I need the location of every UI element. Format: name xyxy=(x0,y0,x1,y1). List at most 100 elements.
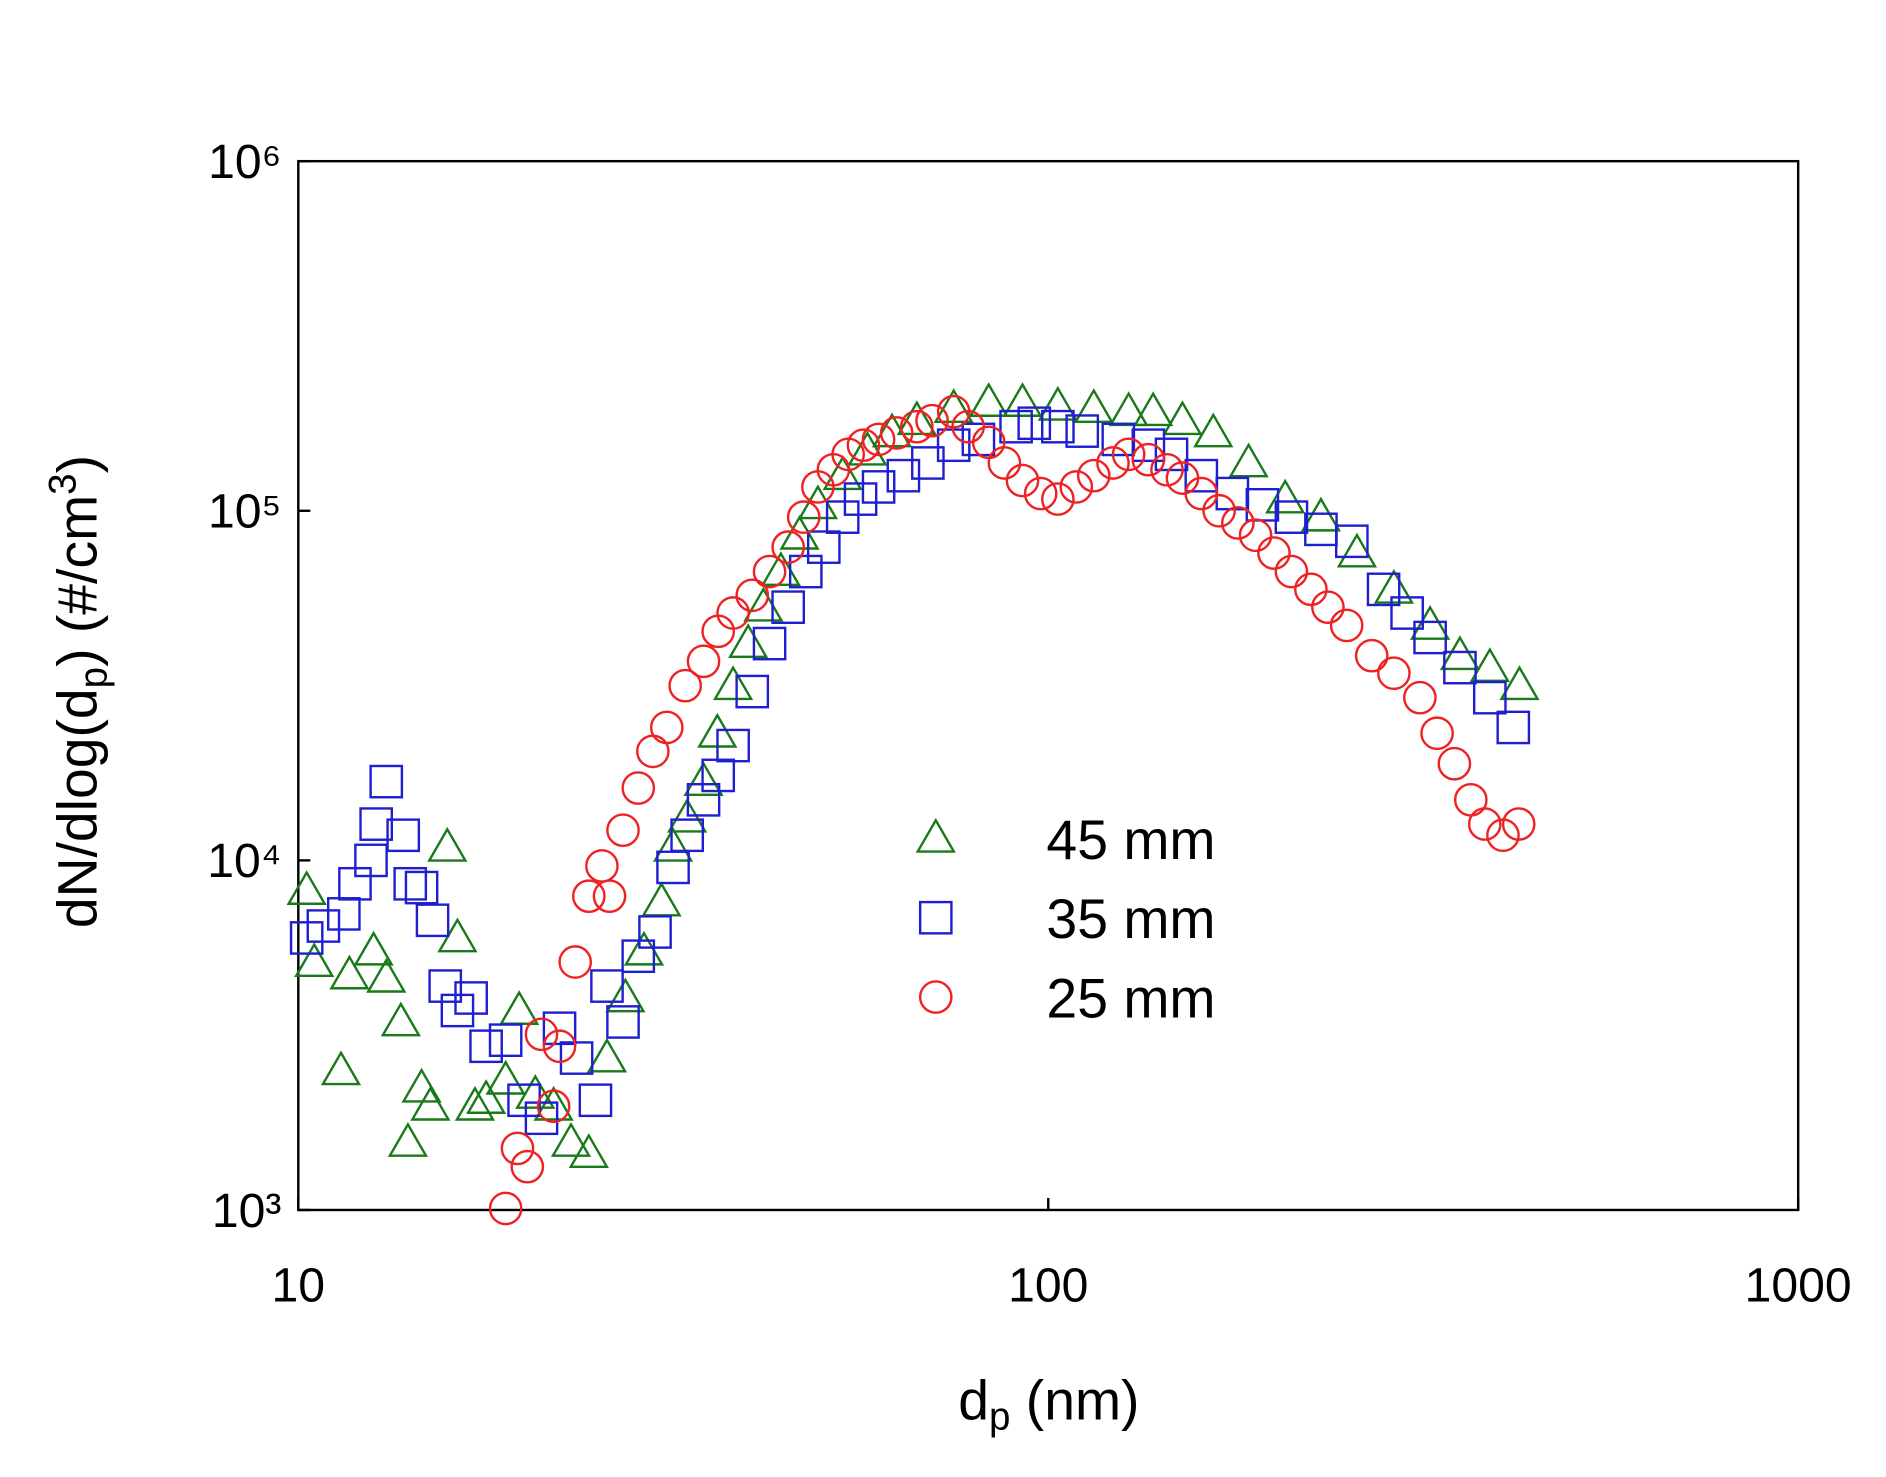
y-label-part: dN/dlog(d xyxy=(46,688,108,928)
marker xyxy=(1193,412,1234,448)
marker xyxy=(771,590,806,625)
marker xyxy=(879,416,914,450)
legend-marker xyxy=(918,900,953,935)
marker xyxy=(524,1017,559,1052)
marker xyxy=(735,674,770,709)
marker xyxy=(454,1085,496,1121)
marker xyxy=(886,458,921,493)
marker xyxy=(1221,506,1255,540)
marker xyxy=(465,1079,507,1114)
x-tick-label: 100 xyxy=(1008,1258,1088,1312)
marker xyxy=(1037,385,1078,421)
marker xyxy=(1023,476,1058,511)
marker xyxy=(606,813,640,848)
x-tick-label: 10 xyxy=(272,1258,326,1312)
marker xyxy=(558,945,593,979)
marker xyxy=(1472,680,1507,715)
marker xyxy=(1274,554,1309,589)
legend-label: 35 mm xyxy=(1046,888,1215,950)
marker xyxy=(1439,635,1481,671)
marker xyxy=(1073,388,1114,424)
marker xyxy=(656,850,690,885)
marker xyxy=(788,554,823,589)
marker xyxy=(1294,572,1328,607)
marker xyxy=(1420,716,1454,751)
marker xyxy=(716,728,750,763)
marker xyxy=(1059,470,1094,504)
marker xyxy=(1108,391,1149,427)
marker xyxy=(369,764,404,799)
marker xyxy=(428,969,463,1003)
y-tick-label: 10⁶ xyxy=(208,135,281,189)
marker xyxy=(649,710,684,745)
marker xyxy=(987,446,1022,480)
y-label-part: ) xyxy=(46,455,108,473)
x-label-sub: p xyxy=(989,1395,1010,1438)
marker xyxy=(1453,782,1488,817)
marker xyxy=(760,551,801,587)
marker xyxy=(1131,442,1166,477)
marker xyxy=(847,430,888,466)
marker xyxy=(1274,500,1309,534)
marker xyxy=(999,409,1033,444)
marker xyxy=(571,879,606,914)
x-label-part: (nm) xyxy=(1010,1369,1139,1431)
marker xyxy=(1373,568,1415,604)
x-axis-label: dp (nm) xyxy=(958,1369,1139,1438)
legend-marker xyxy=(915,817,956,853)
marker xyxy=(735,578,770,613)
marker xyxy=(542,1011,577,1046)
y-tick-label: 10³ xyxy=(212,1184,282,1238)
marker xyxy=(592,879,627,914)
marker xyxy=(359,807,393,841)
marker xyxy=(410,1085,451,1121)
marker xyxy=(911,446,945,480)
marker xyxy=(686,644,721,679)
marker xyxy=(1002,382,1043,417)
marker xyxy=(670,818,705,853)
marker xyxy=(716,596,750,630)
marker xyxy=(1257,536,1291,570)
marker xyxy=(843,482,878,516)
marker xyxy=(806,530,841,564)
marker xyxy=(641,881,682,917)
marker xyxy=(515,1074,556,1109)
marker xyxy=(1133,391,1174,427)
marker xyxy=(1334,524,1369,559)
marker xyxy=(329,954,370,990)
marker xyxy=(1501,807,1536,841)
marker xyxy=(533,1085,574,1121)
marker xyxy=(1311,590,1345,625)
marker xyxy=(1017,406,1052,441)
marker xyxy=(1154,437,1189,472)
marker xyxy=(326,897,361,931)
marker xyxy=(500,1131,535,1166)
y-tick-label: 10⁵ xyxy=(208,485,281,539)
x-tick-label: 1000 xyxy=(1745,1258,1852,1312)
marker xyxy=(415,903,450,938)
marker xyxy=(510,1149,545,1184)
marker xyxy=(638,915,672,949)
marker xyxy=(294,942,335,978)
marker xyxy=(621,771,656,805)
marker xyxy=(1065,414,1100,448)
marker xyxy=(524,1101,559,1136)
marker xyxy=(586,1037,628,1073)
marker xyxy=(536,1089,571,1124)
marker xyxy=(286,870,327,905)
marker xyxy=(968,382,1009,417)
marker xyxy=(1096,446,1130,480)
marker xyxy=(353,930,394,966)
marker xyxy=(825,500,860,534)
marker xyxy=(1228,442,1269,478)
marker xyxy=(559,1041,594,1075)
marker xyxy=(1238,518,1273,553)
marker xyxy=(899,409,934,444)
marker xyxy=(668,668,703,703)
marker xyxy=(1437,746,1472,781)
y-axis-label: dN/dlog(dp) (#/cm3) xyxy=(41,455,115,928)
marker xyxy=(728,623,769,659)
marker xyxy=(652,826,694,862)
marker xyxy=(1162,400,1203,436)
marker xyxy=(1184,458,1219,493)
